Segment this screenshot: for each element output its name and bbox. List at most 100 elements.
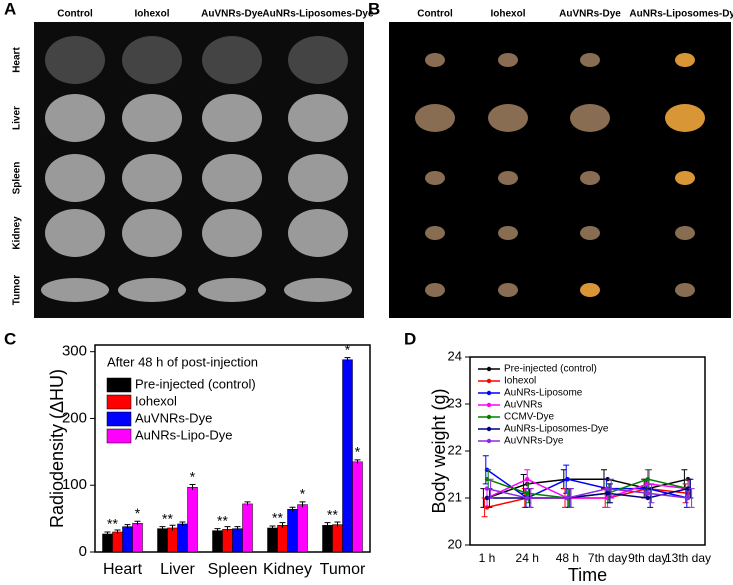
series-line — [486, 469, 689, 499]
significance-label: * — [345, 341, 351, 357]
legend-marker — [486, 438, 492, 444]
error-bar — [269, 525, 276, 530]
point — [525, 491, 530, 496]
row-label: Liver — [12, 106, 23, 130]
legend-label: AuVNRs — [504, 400, 542, 411]
bar — [157, 528, 168, 553]
x-tick-label: Spleen — [208, 561, 258, 578]
x-tick-label: Liver — [160, 561, 195, 578]
legend-swatch — [106, 411, 132, 427]
organ — [498, 171, 518, 185]
bar — [112, 531, 123, 553]
organ — [498, 226, 518, 240]
bar — [187, 486, 198, 553]
error-bar — [334, 521, 341, 528]
error-bar — [179, 521, 186, 526]
bar — [122, 526, 133, 553]
ct-slice — [284, 278, 352, 302]
legend-marker — [486, 378, 492, 384]
organ — [675, 171, 695, 185]
point — [645, 491, 650, 496]
series-line — [487, 487, 689, 499]
legend-label: Pre-injected (control) — [504, 364, 597, 375]
row-label: Heart — [373, 47, 384, 73]
subtitle: After 48 h of post-injection — [107, 354, 258, 369]
bar — [212, 530, 223, 553]
organ — [580, 283, 600, 297]
error-bar — [299, 501, 306, 508]
point — [525, 495, 530, 501]
x-tick-label: 1 h — [479, 551, 496, 565]
error-bar — [104, 531, 111, 536]
point — [525, 477, 530, 482]
series-line — [486, 487, 689, 499]
ct-slice — [41, 278, 109, 302]
ct-slice — [122, 154, 182, 202]
point — [605, 486, 610, 491]
y-tick-label: 0 — [79, 543, 87, 560]
legend-label: AuVNRs-Dye — [135, 410, 212, 425]
bar — [267, 527, 278, 553]
bar — [232, 528, 243, 553]
error-bar — [688, 488, 695, 508]
error-bar — [224, 526, 231, 532]
bar — [287, 509, 298, 553]
x-tick-label: Heart — [103, 561, 143, 578]
x-tick-label: Tumor — [320, 561, 366, 578]
column-label: Iohexol — [490, 9, 525, 20]
error-bar — [169, 524, 176, 531]
legend-swatch — [106, 377, 132, 393]
point — [645, 495, 650, 501]
organ — [580, 226, 600, 240]
ct-slice — [45, 94, 105, 142]
significance-label: * — [190, 468, 196, 484]
row-label: Tumor — [373, 275, 384, 305]
column-label: AuNRs-Liposomes-Dye — [629, 9, 733, 20]
error-bar — [324, 522, 331, 528]
row-label: Liver — [373, 106, 384, 130]
panel-label: D — [404, 329, 416, 348]
legend-marker — [486, 390, 492, 396]
organ — [488, 104, 528, 132]
significance-label: ** — [162, 510, 173, 526]
column-label: Control — [57, 9, 93, 20]
error-bar — [159, 526, 166, 531]
bar — [332, 524, 343, 553]
legend-marker — [486, 426, 492, 432]
legend-label: Pre-injected (control) — [135, 376, 256, 391]
column-label: Iohexol — [134, 9, 169, 20]
organ — [425, 53, 445, 67]
significance-label: * — [135, 505, 141, 521]
error-bar — [244, 501, 251, 506]
legend-swatch — [106, 394, 132, 410]
organ — [580, 53, 600, 67]
ct-slice — [45, 154, 105, 202]
panel-label: C — [4, 329, 16, 348]
legend-marker — [486, 366, 492, 372]
y-tick-label: 200 — [62, 409, 87, 426]
error-bar — [354, 459, 361, 464]
point — [484, 495, 490, 501]
point — [605, 491, 610, 496]
row-label: Tumor — [12, 275, 23, 305]
ct-slice — [288, 154, 348, 202]
error-bar — [568, 488, 574, 508]
column-label: AuVNRs-Dye — [559, 9, 621, 20]
bar — [102, 533, 113, 553]
legend-label: Iohexol — [135, 393, 177, 408]
y-tick-label: 22 — [448, 442, 462, 457]
x-tick-label: 24 h — [516, 551, 539, 565]
legend-label: CCMV-Dye — [504, 412, 554, 423]
significance-label: ** — [272, 510, 283, 526]
ct-slice — [202, 209, 262, 257]
organ — [675, 226, 695, 240]
significance-label: ** — [327, 506, 338, 522]
ct-slice — [288, 209, 348, 257]
error-bar — [344, 357, 351, 362]
point — [484, 486, 490, 491]
y-axis-label: Body weight (g) — [429, 388, 449, 513]
x-tick-label: 7th day — [588, 551, 627, 565]
panel-label: B — [368, 0, 380, 18]
y-tick-label: 20 — [448, 536, 462, 551]
